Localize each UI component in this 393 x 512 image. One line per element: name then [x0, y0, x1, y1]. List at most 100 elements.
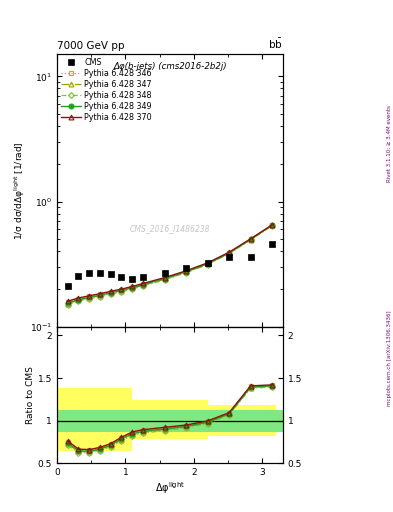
Pythia 6.428 370 — [141, 281, 145, 287]
Pythia 6.428 347 — [184, 269, 188, 275]
Pythia 6.428 346 — [87, 293, 92, 300]
Pythia 6.428 370 — [108, 288, 113, 294]
Pythia 6.428 348 — [108, 291, 113, 297]
Pythia 6.428 349 — [130, 285, 134, 291]
Pythia 6.428 346 — [270, 222, 274, 228]
Pythia 6.428 346 — [76, 295, 81, 302]
Pythia 6.428 348 — [141, 283, 145, 289]
Pythia 6.428 346 — [65, 299, 70, 305]
Pythia 6.428 347 — [141, 282, 145, 288]
Pythia 6.428 348 — [248, 237, 253, 243]
Line: Pythia 6.428 348: Pythia 6.428 348 — [66, 224, 274, 307]
Pythia 6.428 370 — [87, 293, 92, 299]
Pythia 6.428 348 — [270, 223, 274, 229]
Pythia 6.428 349 — [97, 292, 102, 298]
Pythia 6.428 346 — [97, 291, 102, 297]
Pythia 6.428 347 — [270, 222, 274, 228]
X-axis label: Δφ$^{\mathrm{light}}$: Δφ$^{\mathrm{light}}$ — [155, 480, 185, 496]
Pythia 6.428 347 — [76, 297, 81, 303]
Pythia 6.428 346 — [108, 289, 113, 295]
Line: Pythia 6.428 346: Pythia 6.428 346 — [65, 223, 275, 304]
Pythia 6.428 348 — [130, 286, 134, 292]
Pythia 6.428 370 — [162, 274, 167, 281]
CMS — [205, 260, 210, 266]
Pythia 6.428 347 — [162, 276, 167, 282]
Pythia 6.428 347 — [119, 288, 124, 294]
Pythia 6.428 370 — [184, 268, 188, 274]
CMS — [76, 273, 81, 279]
Pythia 6.428 347 — [130, 285, 134, 291]
Pythia 6.428 347 — [227, 250, 231, 257]
Pythia 6.428 348 — [205, 262, 210, 268]
Pythia 6.428 370 — [119, 286, 124, 292]
Pythia 6.428 347 — [205, 261, 210, 267]
Y-axis label: 1/σ dσ/dΔφ$^{\mathrm{light}}$ [1/rad]: 1/σ dσ/dΔφ$^{\mathrm{light}}$ [1/rad] — [13, 141, 27, 240]
Text: Δφ(b-jets) (cms2016-2b2j): Δφ(b-jets) (cms2016-2b2j) — [113, 62, 227, 71]
Pythia 6.428 370 — [65, 298, 70, 304]
Text: b$\bar{\mathrm{b}}$: b$\bar{\mathrm{b}}$ — [268, 37, 283, 51]
Pythia 6.428 349 — [141, 282, 145, 288]
Pythia 6.428 370 — [205, 260, 210, 266]
Pythia 6.428 347 — [248, 237, 253, 243]
Pythia 6.428 346 — [141, 281, 145, 287]
CMS — [270, 241, 274, 247]
Pythia 6.428 349 — [227, 250, 231, 256]
Pythia 6.428 346 — [184, 268, 188, 274]
Line: Pythia 6.428 349: Pythia 6.428 349 — [65, 223, 275, 306]
CMS — [130, 275, 134, 282]
Pythia 6.428 348 — [97, 293, 102, 300]
Pythia 6.428 346 — [205, 260, 210, 266]
Pythia 6.428 347 — [87, 295, 92, 301]
Pythia 6.428 349 — [65, 300, 70, 306]
Pythia 6.428 370 — [227, 249, 231, 255]
Pythia 6.428 346 — [162, 275, 167, 281]
Line: CMS: CMS — [64, 241, 275, 290]
Pythia 6.428 370 — [97, 291, 102, 297]
CMS — [65, 284, 70, 290]
Pythia 6.428 370 — [270, 222, 274, 228]
CMS — [108, 271, 113, 278]
Pythia 6.428 349 — [248, 237, 253, 243]
Pythia 6.428 349 — [76, 296, 81, 303]
CMS — [248, 254, 253, 261]
Pythia 6.428 348 — [162, 277, 167, 283]
CMS — [119, 274, 124, 281]
Text: Rivet 3.1.10; ≥ 3.4M events: Rivet 3.1.10; ≥ 3.4M events — [387, 105, 392, 182]
Pythia 6.428 348 — [184, 270, 188, 276]
Pythia 6.428 346 — [119, 287, 124, 293]
Pythia 6.428 348 — [87, 296, 92, 302]
CMS — [87, 270, 92, 276]
CMS — [227, 254, 231, 260]
Pythia 6.428 348 — [227, 250, 231, 257]
Legend: CMS, Pythia 6.428 346, Pythia 6.428 347, Pythia 6.428 348, Pythia 6.428 349, Pyt: CMS, Pythia 6.428 346, Pythia 6.428 347,… — [59, 56, 154, 123]
Y-axis label: Ratio to CMS: Ratio to CMS — [26, 366, 35, 424]
Pythia 6.428 347 — [97, 293, 102, 299]
Pythia 6.428 347 — [108, 290, 113, 296]
Pythia 6.428 346 — [227, 249, 231, 255]
Pythia 6.428 349 — [205, 261, 210, 267]
Pythia 6.428 346 — [248, 236, 253, 242]
CMS — [97, 270, 102, 276]
Pythia 6.428 349 — [184, 269, 188, 275]
CMS — [141, 274, 145, 281]
Pythia 6.428 348 — [65, 302, 70, 308]
Pythia 6.428 370 — [76, 295, 81, 301]
Text: 7000 GeV pp: 7000 GeV pp — [57, 41, 125, 51]
Pythia 6.428 349 — [162, 275, 167, 282]
Pythia 6.428 349 — [87, 294, 92, 301]
CMS — [184, 265, 188, 271]
Text: CMS_2016_I1486238: CMS_2016_I1486238 — [130, 224, 210, 233]
Line: Pythia 6.428 370: Pythia 6.428 370 — [65, 222, 275, 304]
Pythia 6.428 349 — [119, 287, 124, 293]
Line: Pythia 6.428 347: Pythia 6.428 347 — [65, 223, 275, 306]
Pythia 6.428 349 — [270, 222, 274, 228]
Pythia 6.428 347 — [65, 301, 70, 307]
Pythia 6.428 348 — [119, 289, 124, 295]
Pythia 6.428 349 — [108, 290, 113, 296]
Pythia 6.428 346 — [130, 284, 134, 290]
Pythia 6.428 370 — [248, 236, 253, 242]
Pythia 6.428 370 — [130, 284, 134, 290]
Pythia 6.428 348 — [76, 298, 81, 304]
CMS — [162, 270, 167, 276]
Text: mcplots.cern.ch [arXiv:1306.3436]: mcplots.cern.ch [arXiv:1306.3436] — [387, 311, 392, 406]
